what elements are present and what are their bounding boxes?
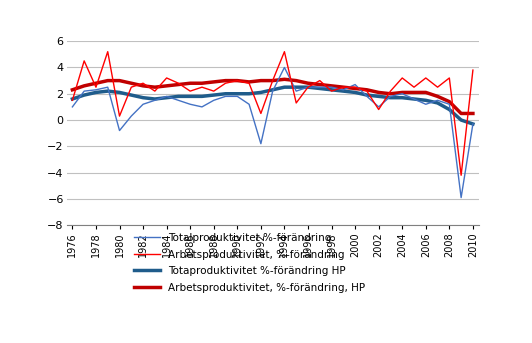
Legend: Totalproduktivitet %-förändring, Arbetsproduktivitet, %-förändring, Totaprodukti: Totalproduktivitet %-förändring, Arbetsp… [134,233,365,293]
